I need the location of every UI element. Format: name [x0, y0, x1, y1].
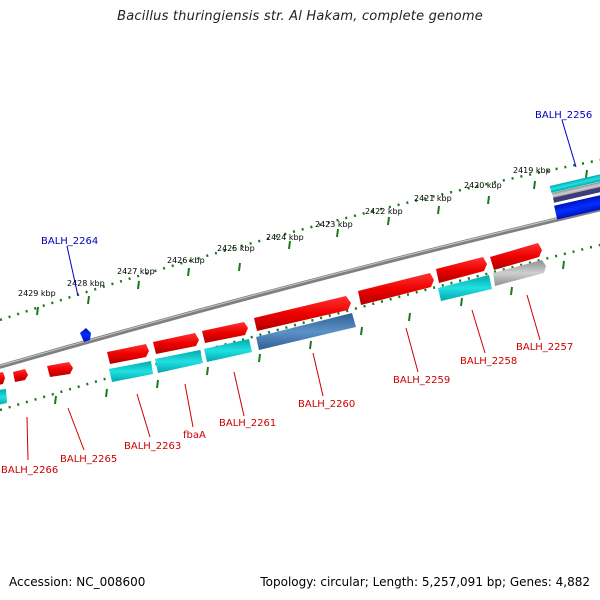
inner-major-ticks	[54, 260, 565, 405]
gene-arrow-balh-2261	[202, 322, 248, 343]
gene-label-balh-2261: BALH_2261	[219, 418, 276, 429]
gene-label-balh-2258: BALH_2258	[460, 356, 517, 367]
cds-cyan-balh-2261	[204, 339, 252, 362]
gene-label-balh-2260: BALH_2260	[298, 399, 355, 410]
genome-summary-text: Topology: circular; Length: 5,257,091 bp…	[260, 575, 590, 589]
gene-arrow-balh-2258	[436, 257, 487, 283]
reverse-features	[80, 174, 600, 342]
kbp-label-2419: 2419 kbp	[513, 166, 551, 175]
gene-arrow-balh-2263	[107, 344, 149, 364]
gene-arrow-balh-2260	[254, 296, 351, 331]
cds-cyan-balh-2258	[438, 275, 492, 301]
gene-arrow-balh-2265	[47, 362, 73, 377]
feature-blue-balh-2264	[80, 328, 91, 342]
gene-label-balh-2265: BALH_2265	[60, 454, 117, 465]
kbp-label-2427: 2427 kbp	[117, 267, 155, 276]
feature-blue-balh-2256	[554, 194, 600, 220]
gene-labels: BALH_2256 BALH_2257 BALH_2258 BALH_2259 …	[1, 110, 592, 476]
kbp-label-2428: 2428 kbp	[67, 279, 105, 288]
leader-balh-2260	[312, 352, 324, 397]
gene-label-balh-2266: BALH_2266	[1, 465, 58, 476]
feature-gray-top	[551, 181, 600, 199]
leader-lines	[26, 119, 577, 461]
gene-label-balh-2257: BALH_2257	[516, 342, 573, 353]
cds-steel-balh-2260	[256, 313, 356, 350]
leader-balh-2263	[136, 393, 151, 438]
map-title: Bacillus thuringiensis str. Al Hakam, co…	[117, 9, 483, 24]
gene-arrow-balh-2266	[13, 369, 28, 382]
leader-balh-2257	[526, 294, 541, 341]
kbp-labels: 2419 kbp 2420 kbp 2421 kbp 2422 kbp 2423…	[18, 166, 551, 298]
cds-gray-balh-2257	[493, 260, 546, 286]
feature-cyan-top	[549, 174, 600, 193]
kbp-label-2426: 2426 kbp	[167, 256, 205, 265]
kbp-label-2422: 2422 kbp	[365, 207, 403, 216]
gene-label-balh-2263: BALH_2263	[124, 441, 181, 452]
leader-balh-2258	[471, 309, 486, 354]
gene-label-balh-2256: BALH_2256	[535, 110, 592, 121]
leader-fbaa	[184, 383, 194, 428]
leader-balh-2264	[66, 245, 79, 297]
feature-steel-top	[552, 186, 600, 203]
leader-balh-2256	[561, 119, 577, 168]
gene-arrow-balh-2257	[490, 243, 542, 270]
kbp-label-2421: 2421 kbp	[414, 194, 452, 203]
gene-arrow-fbaa	[153, 333, 199, 354]
accession-text: Accession: NC_008600	[9, 575, 146, 589]
leader-balh-2259	[405, 327, 419, 373]
kbp-label-2429: 2429 kbp	[18, 289, 56, 298]
gene-label-balh-2259: BALH_2259	[393, 375, 450, 386]
cds-cyan-fbaa	[155, 350, 203, 373]
genome-backbone-highlight	[0, 207, 600, 367]
leader-balh-2265	[67, 407, 85, 451]
gene-label-fbaa: fbaA	[183, 430, 206, 441]
leader-balh-2266	[26, 416, 29, 461]
gene-label-balh-2264: BALH_2264	[41, 236, 98, 247]
kbp-label-2420: 2420 kbp	[464, 181, 502, 190]
kbp-label-2425: 2425 kbp	[217, 244, 255, 253]
gene-arrow-balh-2259	[358, 273, 434, 305]
kbp-label-2424: 2424 kbp	[266, 233, 304, 242]
cds-features	[0, 260, 546, 405]
gene-arrow-left-edge	[0, 372, 5, 385]
kbp-label-2423: 2423 kbp	[315, 220, 353, 229]
forward-red-genes	[0, 243, 542, 385]
cds-cyan-left-edge	[0, 389, 7, 405]
cds-cyan-balh-2263	[109, 361, 153, 382]
genome-backbone	[0, 206, 600, 369]
outer-major-ticks	[36, 169, 588, 316]
leader-balh-2261	[233, 371, 245, 417]
